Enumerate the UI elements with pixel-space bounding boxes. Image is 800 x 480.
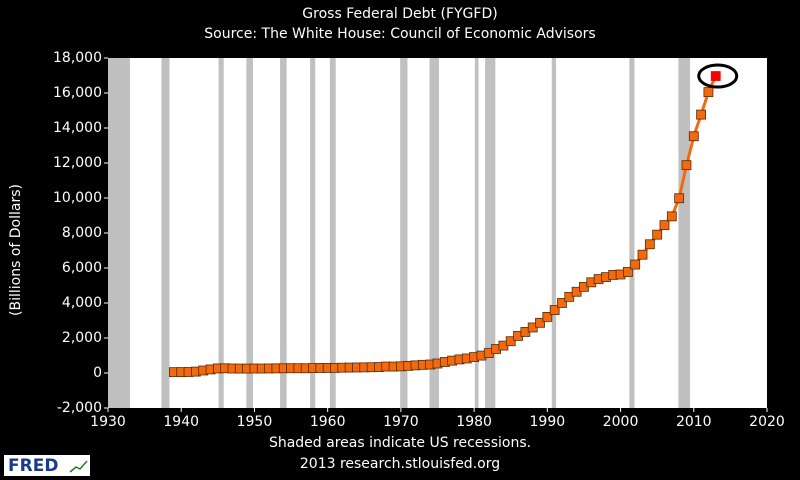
data-point	[637, 249, 648, 260]
x-tick-label: 1990	[530, 414, 566, 430]
recession-band	[629, 58, 635, 408]
data-point	[564, 291, 575, 302]
logo: FRED	[8, 456, 58, 476]
data-point	[542, 311, 553, 322]
x-tick-label: 1980	[456, 414, 492, 430]
recession-band	[161, 58, 170, 408]
x-tick-label: 2020	[749, 414, 785, 430]
data-point	[674, 193, 685, 204]
x-tick-label: 1950	[237, 414, 273, 430]
recession-band	[474, 58, 479, 408]
logo-icon	[69, 460, 88, 473]
chart-subtitle: Source: The White House: Council of Econ…	[204, 26, 595, 42]
recession-band	[429, 58, 439, 408]
data-point	[535, 317, 545, 328]
y-tick-label: 18,000	[53, 50, 102, 66]
recession-band	[310, 58, 316, 408]
data-point	[505, 336, 516, 347]
y-tick-label: 14,000	[53, 120, 102, 136]
data-point	[688, 131, 699, 142]
data-point	[652, 229, 663, 240]
y-tick-label: 0	[93, 365, 102, 381]
y-tick-label: 16,000	[53, 85, 102, 101]
y-tick-label: 12,000	[53, 155, 102, 171]
highlight-circle	[697, 63, 739, 89]
data-point	[681, 160, 692, 171]
recession-band	[485, 58, 496, 408]
recession-band	[551, 58, 557, 408]
x-tick-label: 1940	[163, 414, 199, 430]
data-point	[622, 267, 633, 277]
y-tick-label: 6,000	[62, 260, 102, 276]
data-point	[666, 211, 677, 222]
data-point	[659, 220, 670, 231]
recession-band	[108, 58, 130, 408]
y-tick-label: 2,000	[62, 330, 102, 346]
x-tick-label: 1970	[383, 414, 419, 430]
recession-band	[246, 58, 253, 408]
data-point	[696, 109, 706, 120]
x-tick-label: 2000	[603, 414, 639, 430]
recession-note: Shaded areas indicate US recessions.	[269, 435, 531, 451]
data-point	[710, 71, 721, 81]
logo-box	[4, 455, 90, 476]
recession-band	[329, 58, 336, 408]
chart-title: Gross Federal Debt (FYGFD)	[302, 6, 497, 22]
recession-band	[218, 58, 224, 408]
y-tick-label: 4,000	[62, 295, 102, 311]
x-tick-label: 1930	[90, 414, 126, 430]
source-note: 2013 research.stlouisfed.org	[300, 456, 500, 472]
data-point	[549, 305, 560, 315]
y-tick-label: -2,000	[57, 400, 102, 416]
recession-band	[280, 58, 287, 408]
recession-band	[678, 58, 691, 408]
recession-band	[400, 58, 408, 408]
y-axis-label: (Billions of Dollars)	[8, 184, 24, 316]
y-tick-label: 10,000	[53, 190, 102, 206]
data-point	[630, 259, 641, 270]
data-point	[644, 239, 655, 250]
data-point	[557, 298, 567, 308]
x-tick-label: 2010	[676, 414, 712, 430]
x-tick-label: 1960	[310, 414, 346, 430]
y-tick-label: 8,000	[62, 225, 102, 241]
data-point	[703, 87, 714, 98]
